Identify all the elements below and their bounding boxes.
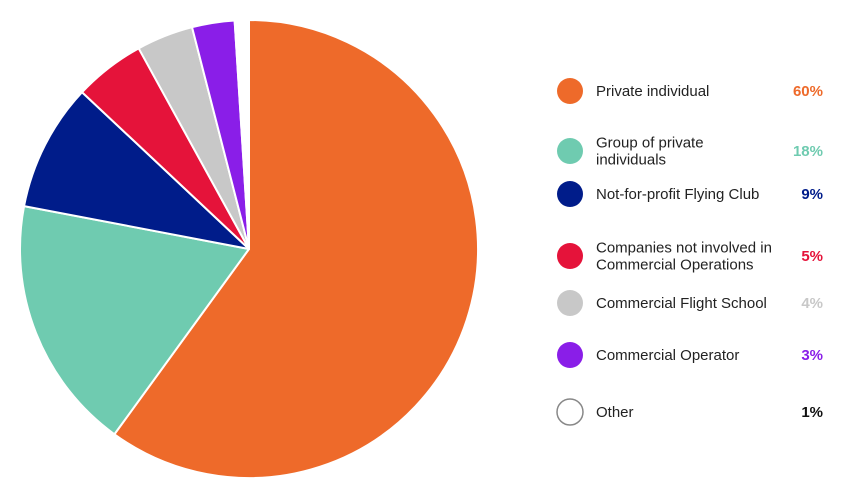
legend-item-private-individual: Private individual 60% — [557, 78, 823, 104]
pie-slice-private-individual — [113, 19, 479, 479]
legend-label: Commercial Operator — [596, 347, 739, 364]
legend-item-other: Other 1% — [556, 398, 823, 426]
legend-value: 60% — [793, 83, 823, 100]
pie-slice-other — [233, 18, 250, 250]
legend-item-commercial-flight-school: Commercial Flight School 4% — [557, 290, 823, 316]
legend-value: 3% — [801, 347, 823, 364]
legend-marker — [557, 342, 583, 368]
legend-item-companies-not-involved-in-commercial-operations: Companies not involved in Commercial Oper… — [557, 240, 823, 274]
pie-slices — [19, 18, 479, 479]
legend-marker — [557, 138, 583, 164]
legend: Private individual 60% Group of private ind… — [556, 78, 823, 426]
legend-value: 18% — [793, 143, 823, 160]
legend-item-group-of-private-individuals: Group of private individuals 18% — [557, 135, 823, 169]
pie-slice-group-of-private-individuals — [19, 205, 250, 436]
legend-label: Private individual — [596, 83, 709, 100]
legend-label: Commercial Flight School — [596, 295, 767, 312]
legend-marker — [557, 243, 583, 269]
legend-marker — [557, 290, 583, 316]
legend-value: 9% — [801, 186, 823, 203]
legend-label: Group of private individuals — [596, 135, 704, 169]
legend-label: Other — [596, 404, 634, 421]
legend-label: Not-for-profit Flying Club — [596, 186, 759, 203]
legend-marker — [557, 78, 583, 104]
legend-item-not-for-profit-flying-club: Not-for-profit Flying Club 9% — [557, 181, 823, 207]
legend-marker — [557, 181, 583, 207]
legend-label: Companies not involved in Commercial Oper… — [596, 240, 772, 274]
legend-value: 4% — [801, 295, 823, 312]
legend-value: 1% — [801, 404, 823, 421]
pie-slice-not-for-profit-flying-club — [23, 91, 250, 250]
legend-marker — [556, 398, 584, 426]
legend-value: 5% — [801, 248, 823, 265]
legend-item-commercial-operator: Commercial Operator 3% — [557, 342, 823, 368]
